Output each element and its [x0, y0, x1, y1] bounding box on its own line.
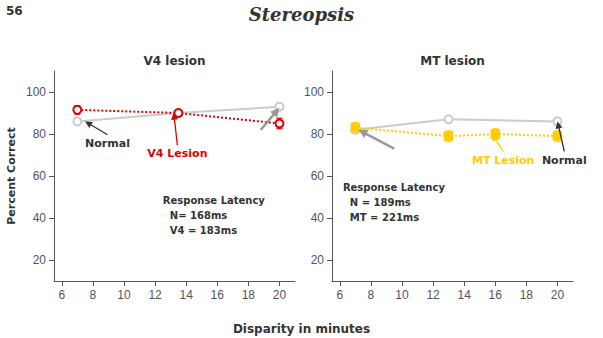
svg-text:6: 6: [336, 288, 343, 302]
svg-text:Response Latency: Response Latency: [163, 195, 266, 206]
svg-text:Response Latency: Response Latency: [343, 182, 446, 193]
svg-text:14: 14: [457, 288, 471, 302]
svg-text:N= 168ms: N= 168ms: [163, 210, 227, 221]
svg-text:20: 20: [551, 288, 565, 302]
svg-text:Normal: Normal: [542, 154, 587, 167]
svg-text:18: 18: [520, 288, 534, 302]
svg-text:80: 80: [311, 127, 325, 141]
svg-text:V4 = 183ms: V4 = 183ms: [163, 225, 237, 236]
svg-text:56: 56: [6, 4, 23, 18]
svg-text:20: 20: [33, 253, 47, 267]
svg-text:V4 lesion: V4 lesion: [143, 54, 205, 68]
svg-text:12: 12: [426, 288, 440, 302]
svg-text:18: 18: [242, 288, 256, 302]
svg-text:MT Lesion: MT Lesion: [472, 154, 534, 167]
svg-text:40: 40: [33, 211, 47, 225]
svg-text:Normal: Normal: [85, 137, 130, 150]
svg-text:60: 60: [311, 169, 325, 183]
svg-text:10: 10: [395, 288, 409, 302]
svg-text:16: 16: [489, 288, 503, 302]
svg-text:14: 14: [179, 288, 193, 302]
svg-text:V4 Lesion: V4 Lesion: [147, 147, 207, 160]
svg-text:Percent Correct: Percent Correct: [5, 127, 18, 225]
svg-text:16: 16: [211, 288, 225, 302]
svg-text:10: 10: [117, 288, 131, 302]
svg-text:80: 80: [33, 127, 47, 141]
svg-text:60: 60: [33, 169, 47, 183]
svg-text:6: 6: [58, 288, 65, 302]
svg-text:20: 20: [311, 253, 325, 267]
svg-text:N = 189ms: N = 189ms: [343, 197, 411, 208]
svg-text:Disparity in minutes: Disparity in minutes: [233, 322, 370, 336]
svg-text:40: 40: [311, 211, 325, 225]
svg-text:20: 20: [273, 288, 287, 302]
svg-text:MT = 221ms: MT = 221ms: [343, 212, 419, 223]
svg-text:MT lesion: MT lesion: [420, 54, 485, 68]
svg-text:100: 100: [26, 85, 46, 99]
svg-text:8: 8: [368, 288, 375, 302]
svg-text:Stereopsis: Stereopsis: [249, 4, 354, 25]
svg-text:8: 8: [90, 288, 97, 302]
svg-text:100: 100: [304, 85, 324, 99]
svg-text:12: 12: [148, 288, 162, 302]
